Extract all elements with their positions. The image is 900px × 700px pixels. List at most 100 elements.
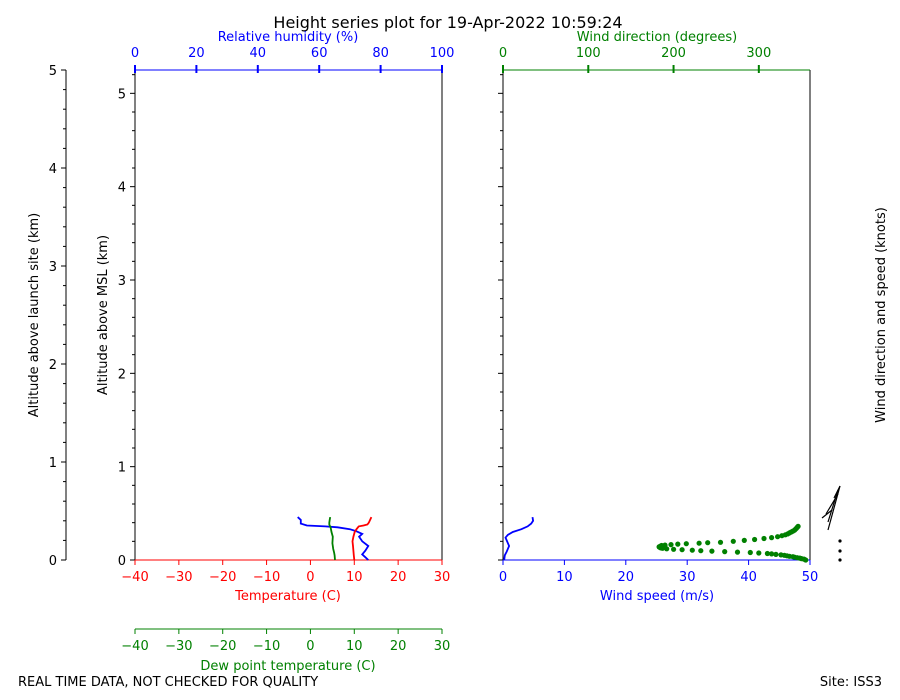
wind-direction-tick-label: 100 xyxy=(576,46,601,61)
msl-altitude-label: Altitude above MSL (km) xyxy=(96,235,111,395)
temperature-tick-label: 30 xyxy=(434,570,451,585)
temperature-tick-label: 0 xyxy=(306,570,314,585)
temperature-label: Temperature (C) xyxy=(234,589,341,604)
wind-direction-point xyxy=(696,540,702,546)
site-label: Site: ISS3 xyxy=(820,675,882,690)
launch-site-tick-label: 5 xyxy=(49,64,57,79)
msl-tick-label: 2 xyxy=(118,367,126,382)
wind-direction-point xyxy=(773,551,779,558)
wind-direction-point xyxy=(752,536,758,543)
temperature-tick-label: −20 xyxy=(209,570,236,585)
temperature-axis: −40 −30 −20 −10 0 10 20 30 xyxy=(121,559,451,585)
wind-direction-point xyxy=(698,548,704,554)
wind-direction-point xyxy=(756,550,762,556)
dew-point-tick-label: −20 xyxy=(209,639,236,654)
wind-direction-tick-label: 300 xyxy=(746,46,771,61)
wind-direction-label: Wind direction (degrees) xyxy=(577,30,737,45)
wind-direction-tick-label: 200 xyxy=(661,46,686,61)
wind-altitude-axis xyxy=(498,70,811,561)
wind-direction-point xyxy=(769,551,775,557)
thermo-panel: 0 1 2 3 4 5 Altitude above launch site (km) 0… xyxy=(27,30,454,674)
launch-site-tick-label: 4 xyxy=(49,162,57,177)
msl-tick-label: 5 xyxy=(118,87,126,102)
humidity-tick-label: 100 xyxy=(430,46,455,61)
wind-speed-tick-label: 0 xyxy=(499,570,507,585)
wind-speed-tick-label: 50 xyxy=(802,570,819,585)
launch-site-altitude-axis: 0 1 2 3 4 5 xyxy=(49,64,67,569)
humidity-tick-label: 60 xyxy=(311,46,328,61)
wind-direction-point xyxy=(764,550,771,557)
dew-point-tick-label: 0 xyxy=(306,639,314,654)
wind-direction-point xyxy=(741,537,747,544)
relative-humidity-line xyxy=(297,516,370,561)
wind-speed-tick-label: 30 xyxy=(679,570,696,585)
launch-site-altitude-label: Altitude above launch site (km) xyxy=(27,213,42,417)
launch-site-tick-label: 2 xyxy=(49,358,57,373)
launch-site-tick-label: 3 xyxy=(49,260,57,275)
thermo-series-group xyxy=(297,516,373,561)
relative-humidity-axis: 0 20 40 60 80 100 xyxy=(131,46,455,73)
wind-barb-calm xyxy=(838,549,842,553)
msl-tick-label: 0 xyxy=(118,554,126,569)
wind-direction-tick-label: 0 xyxy=(499,46,507,61)
wind-direction-point xyxy=(734,549,741,555)
wind-direction-point xyxy=(683,541,689,547)
dew-point-tick-label: 20 xyxy=(390,639,407,654)
wind-barb-staff xyxy=(827,489,839,523)
wind-barb-staff xyxy=(827,485,841,531)
wind-direction-point xyxy=(769,535,775,541)
wind-direction-point xyxy=(662,542,668,548)
wind-panel: 0 100 200 300 Wind direction (degrees) 0 10 2… xyxy=(498,30,889,604)
msl-tick-label: 3 xyxy=(118,274,126,289)
dew-point-label: Dew point temperature (C) xyxy=(200,659,375,674)
wind-direction-axis: 0 100 200 300 xyxy=(499,46,810,73)
msl-altitude-axis: 0 1 2 3 4 5 xyxy=(118,70,443,569)
wind-direction-point xyxy=(689,547,695,553)
wind-series-group xyxy=(503,516,809,563)
msl-tick-label: 1 xyxy=(118,461,126,476)
temperature-tick-label: −40 xyxy=(121,570,148,585)
dew-point-tick-label: 10 xyxy=(346,639,363,654)
wind-direction-point xyxy=(705,540,711,546)
dew-point-tick-label: −30 xyxy=(165,639,192,654)
humidity-tick-label: 0 xyxy=(131,46,139,61)
dew-point-tick-label: −40 xyxy=(121,639,148,654)
wind-speed-tick-label: 40 xyxy=(740,570,757,585)
wind-barb-calm xyxy=(838,539,842,543)
msl-tick-label: 4 xyxy=(118,181,126,196)
plot-title: Height series plot for 19-Apr-2022 10:59… xyxy=(273,13,622,32)
dew-point-tick-label: −10 xyxy=(253,639,280,654)
wind-speed-line xyxy=(503,516,535,561)
temperature-tick-label: −30 xyxy=(165,570,192,585)
wind-direction-point xyxy=(668,542,674,548)
wind-speed-tick-label: 20 xyxy=(618,570,635,585)
launch-site-tick-label: 0 xyxy=(49,554,57,569)
wind-barbs xyxy=(821,485,842,562)
wind-direction-point xyxy=(722,549,728,555)
wind-direction-point xyxy=(778,552,784,558)
quality-disclaimer: REAL TIME DATA, NOT CHECKED FOR QUALITY xyxy=(18,675,318,690)
temperature-line xyxy=(351,516,373,561)
wind-barb-calm xyxy=(838,558,842,562)
dew-point-axis: −40 −30 −20 −10 0 10 20 30 xyxy=(121,628,450,654)
wind-barb-staff xyxy=(825,493,839,515)
wind-barb-flag xyxy=(821,509,833,519)
temperature-tick-label: −10 xyxy=(253,570,280,585)
wind-direction-point xyxy=(671,546,677,552)
humidity-tick-label: 20 xyxy=(188,46,205,61)
wind-barb-label: Wind direction and speed (knots) xyxy=(874,207,889,423)
dew-point-line xyxy=(328,516,336,561)
wind-direction-point xyxy=(675,541,681,547)
wind-speed-tick-label: 10 xyxy=(556,570,573,585)
temperature-tick-label: 10 xyxy=(346,570,363,585)
relative-humidity-label: Relative humidity (%) xyxy=(218,30,359,45)
temperature-tick-label: 20 xyxy=(390,570,407,585)
humidity-tick-label: 40 xyxy=(250,46,267,61)
wind-speed-label: Wind speed (m/s) xyxy=(600,589,714,604)
wind-direction-point xyxy=(761,535,767,542)
wind-direction-point xyxy=(795,523,801,530)
wind-direction-point xyxy=(717,539,724,545)
wind-direction-point xyxy=(679,547,685,553)
wind-speed-axis: 0 10 20 30 40 50 xyxy=(499,559,819,585)
